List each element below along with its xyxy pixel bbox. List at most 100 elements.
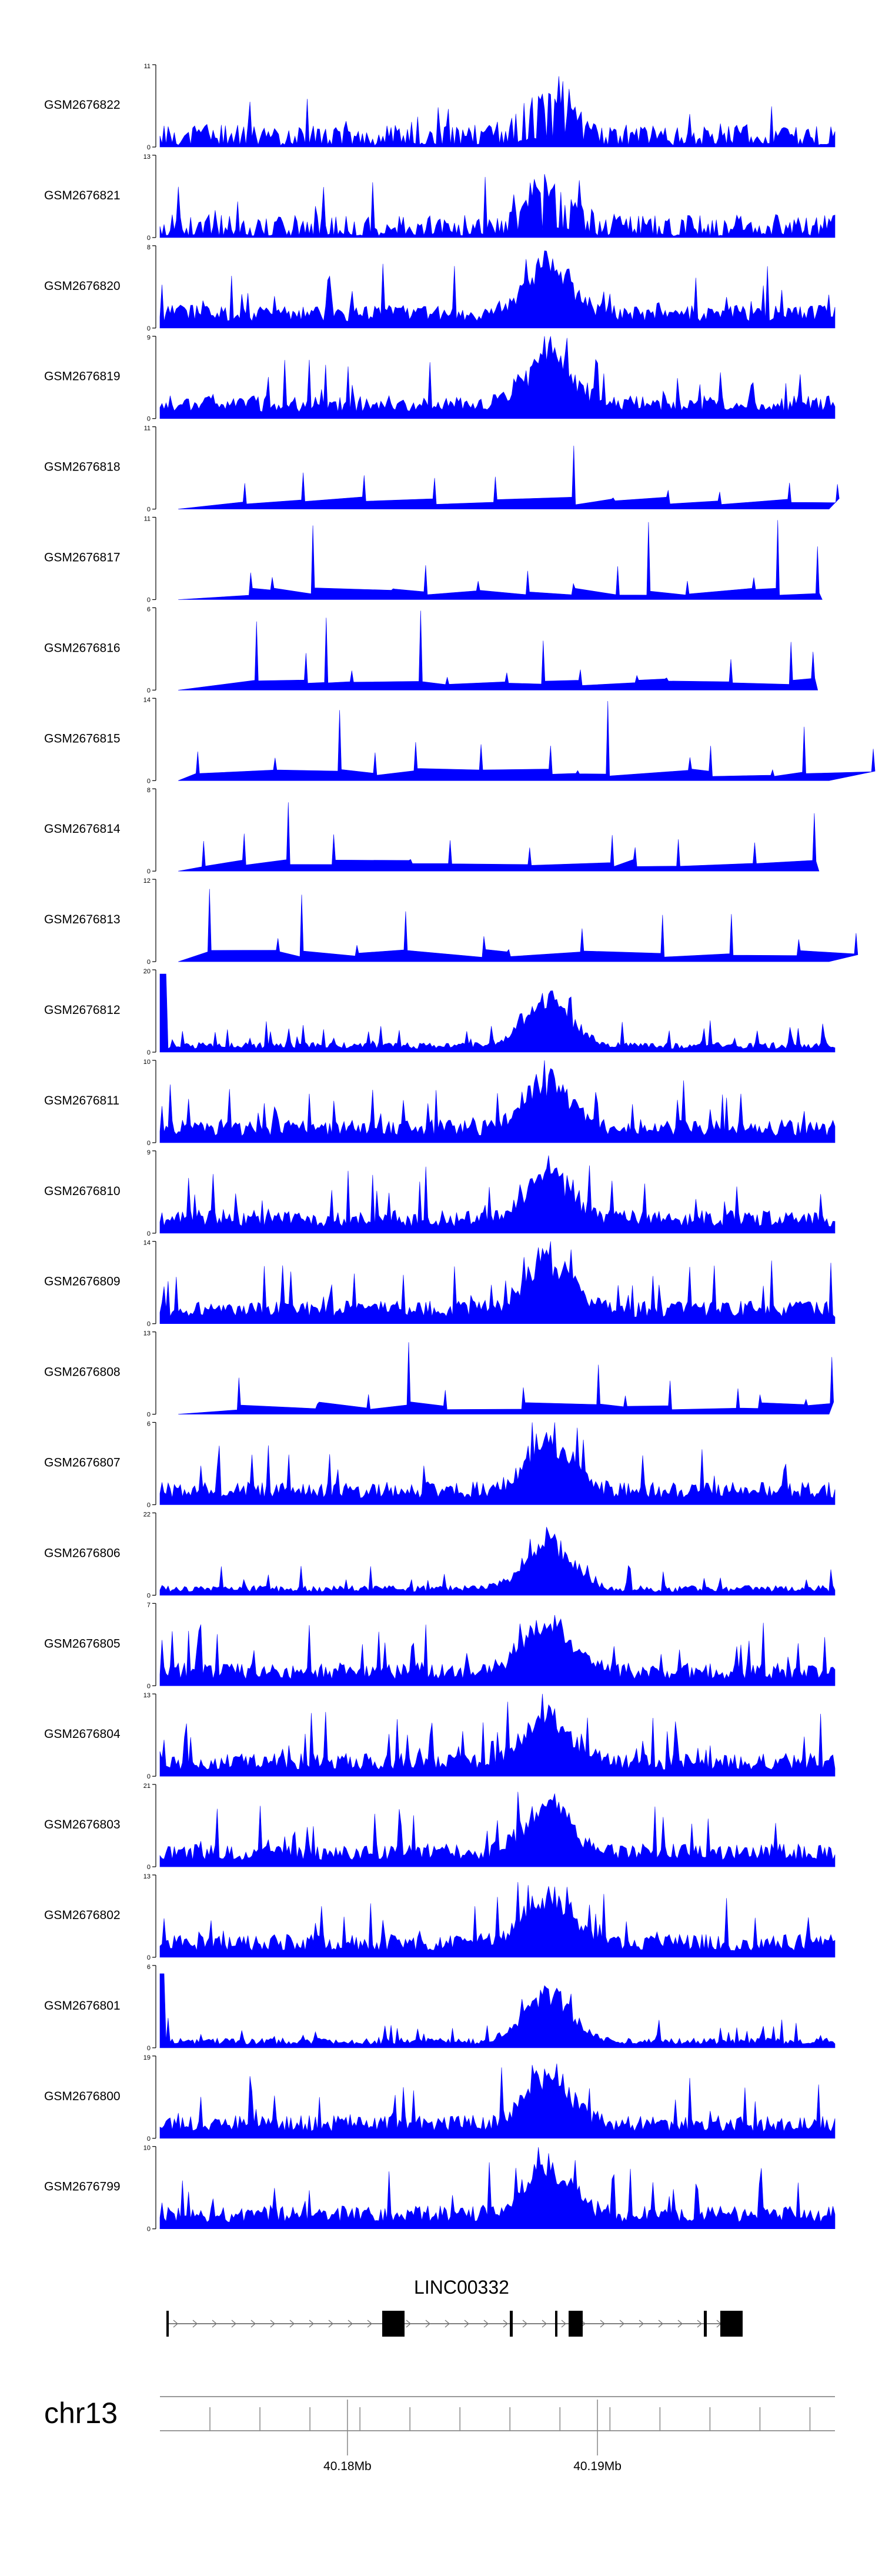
coverage-area: [178, 889, 858, 962]
y-min-label: 0: [147, 144, 151, 151]
y-min-label: 0: [147, 2045, 151, 2052]
y-max-label: 13: [143, 1873, 151, 1880]
track-label: GSM2676804: [44, 1727, 121, 1741]
track-GSM2676799: GSM2676799 10 0: [44, 2145, 836, 2233]
genome-axis-track: chr13 40.18Mb 40.19Mb: [44, 2396, 835, 2473]
track-GSM2676800: GSM2676800 19 0: [44, 2054, 836, 2143]
y-min-label: 0: [147, 1864, 151, 1871]
exon: [510, 2311, 513, 2337]
y-min-label: 0: [147, 1773, 151, 1780]
y-min-label: 0: [147, 1412, 151, 1419]
coverage-area: [159, 76, 836, 148]
y-max-label: 13: [143, 1330, 151, 1337]
strand-arrow: [270, 2320, 275, 2328]
strand-arrow: [348, 2320, 353, 2328]
y-max-label: 7: [147, 1601, 151, 1609]
track-GSM2676813: GSM2676813 12 0: [44, 877, 858, 966]
y-max-label: 13: [143, 1692, 151, 1699]
coverage-area: [159, 1614, 836, 1686]
coverage-area: [159, 1155, 836, 1234]
tick-label: 40.19Mb: [573, 2460, 622, 2473]
y-max-label: 10: [143, 2145, 151, 2152]
track-GSM2676818: GSM2676818 11 0: [44, 425, 840, 513]
strand-arrow: [445, 2320, 450, 2328]
gene-model: [166, 2311, 743, 2337]
y-max-label: 8: [147, 244, 151, 251]
track-label: GSM2676814: [44, 822, 121, 836]
exon: [382, 2311, 405, 2337]
strand-arrow: [464, 2320, 469, 2328]
exon: [166, 2311, 169, 2337]
track-label: GSM2676809: [44, 1275, 121, 1289]
track-GSM2676815: GSM2676815 14 0: [44, 696, 876, 785]
track-label: GSM2676801: [44, 1999, 121, 2013]
y-min-label: 0: [147, 2226, 151, 2233]
y-max-label: 12: [143, 877, 151, 885]
track-label: GSM2676820: [44, 279, 121, 293]
track-GSM2676801: GSM2676801 6 0: [44, 1964, 836, 2052]
track-GSM2676810: GSM2676810 9 0: [44, 1149, 836, 1237]
coverage-area: [159, 1060, 836, 1143]
track-GSM2676814: GSM2676814 8 0: [44, 787, 820, 875]
chromosome-label: chr13: [44, 2397, 118, 2430]
track-label: GSM2676810: [44, 1184, 121, 1198]
track-label: GSM2676800: [44, 2090, 121, 2103]
y-min-label: 0: [147, 778, 151, 785]
strand-arrow: [483, 2320, 489, 2328]
strand-arrow: [619, 2320, 624, 2328]
exon: [704, 2311, 707, 2337]
y-min-label: 0: [147, 1140, 151, 1147]
coverage-area: [159, 1791, 836, 1867]
track-label: GSM2676808: [44, 1366, 121, 1379]
y-min-label: 0: [147, 1230, 151, 1237]
coverage-area: [159, 173, 836, 238]
track-GSM2676816: GSM2676816 6 0: [44, 606, 818, 694]
track-label: GSM2676813: [44, 913, 121, 926]
gene-label: LINC00332: [414, 2277, 509, 2298]
y-max-label: 11: [144, 516, 151, 523]
tick-label: 40.18Mb: [323, 2460, 372, 2473]
exon: [720, 2311, 743, 2337]
track-GSM2676817: GSM2676817 11 0: [44, 516, 823, 604]
coverage-area: [159, 2063, 836, 2139]
coverage-area: [159, 1241, 836, 1324]
y-min-label: 0: [147, 506, 151, 513]
y-max-label: 11: [144, 425, 151, 432]
y-max-label: 20: [143, 968, 151, 975]
y-max-label: 9: [147, 1149, 151, 1156]
y-max-label: 11: [144, 63, 151, 70]
y-min-label: 0: [147, 325, 151, 332]
y-min-label: 0: [147, 868, 151, 875]
y-min-label: 0: [147, 959, 151, 966]
strand-arrow: [367, 2320, 372, 2328]
strand-arrow: [697, 2320, 702, 2328]
y-max-label: 6: [147, 1964, 151, 1971]
exon: [569, 2311, 583, 2337]
y-max-label: 10: [143, 1059, 151, 1066]
strand-arrow: [425, 2320, 430, 2328]
coverage-area: [178, 1342, 834, 1414]
y-min-label: 0: [147, 235, 151, 242]
track-label: GSM2676821: [44, 189, 121, 202]
strand-arrow: [522, 2320, 527, 2328]
y-max-label: 6: [147, 1421, 151, 1428]
y-min-label: 0: [147, 2135, 151, 2143]
y-max-label: 22: [143, 1511, 151, 1518]
coverage-area: [159, 1694, 836, 1777]
y-min-label: 0: [147, 1683, 151, 1690]
track-label: GSM2676815: [44, 732, 121, 745]
strand-arrow: [289, 2320, 295, 2328]
track-GSM2676802: GSM2676802 13 0: [44, 1873, 836, 1961]
strand-arrow: [173, 2320, 178, 2328]
coverage-area: [159, 1527, 836, 1596]
coverage-area: [178, 445, 840, 509]
track-GSM2676807: GSM2676807 6 0: [44, 1421, 836, 1509]
coverage-area: [159, 336, 836, 419]
strand-arrow: [231, 2320, 236, 2328]
strand-arrow: [503, 2320, 508, 2328]
strand-arrow: [309, 2320, 314, 2328]
y-max-label: 14: [143, 696, 151, 703]
track-GSM2676811: GSM2676811 10 0: [44, 1059, 836, 1147]
strand-arrow: [406, 2320, 411, 2328]
track-label: GSM2676819: [44, 370, 121, 383]
